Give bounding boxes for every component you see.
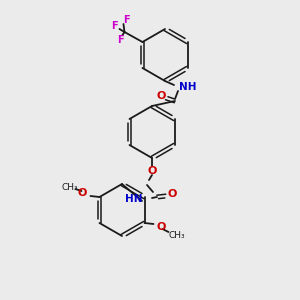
- Text: F: F: [123, 15, 130, 25]
- Text: CH₃: CH₃: [168, 230, 185, 239]
- Text: NH: NH: [179, 82, 196, 92]
- Text: CH₃: CH₃: [61, 182, 78, 191]
- Text: O: O: [156, 91, 166, 101]
- Text: O: O: [167, 189, 177, 199]
- Text: HN: HN: [124, 194, 142, 204]
- Text: F: F: [117, 35, 124, 45]
- Text: F: F: [111, 21, 118, 31]
- Text: O: O: [147, 166, 157, 176]
- Text: O: O: [78, 188, 87, 198]
- Text: O: O: [157, 222, 166, 232]
